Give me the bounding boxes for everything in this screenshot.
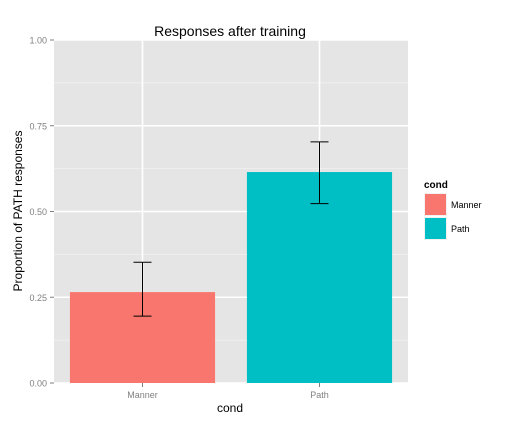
legend-title: cond (424, 180, 448, 191)
y-tick-label: 0.00 (29, 379, 47, 389)
x-axis-label: cond (217, 401, 243, 415)
legend-label: Manner (451, 200, 482, 210)
legend-label: Path (451, 224, 470, 234)
x-axis-ticks: Manner Path (127, 383, 329, 400)
y-tick-label: 0.50 (29, 207, 47, 217)
chart-title: Responses after training (154, 23, 306, 39)
legend-item-manner: Manner (424, 193, 482, 216)
bars (69, 172, 393, 383)
legend-swatch (425, 194, 446, 215)
y-tick-label: 0.25 (29, 293, 47, 303)
legend-swatch (425, 218, 446, 239)
y-axis-label: Proportion of PATH responses (11, 131, 25, 292)
y-axis-ticks: 0.00 0.25 0.50 0.75 1.00 (29, 36, 54, 389)
legend-items: Manner Path (424, 193, 482, 240)
x-tick-label: Path (310, 390, 329, 400)
y-tick-label: 1.00 (29, 36, 47, 46)
x-tick-label: Manner (127, 390, 158, 400)
legend: cond Manner Path (424, 180, 482, 240)
bar-path (246, 172, 393, 383)
error-bar-manner (133, 261, 152, 317)
error-bar-path (310, 141, 329, 205)
legend-item-path: Path (424, 217, 470, 240)
y-tick-label: 0.75 (29, 121, 47, 131)
error-bars (133, 141, 329, 317)
